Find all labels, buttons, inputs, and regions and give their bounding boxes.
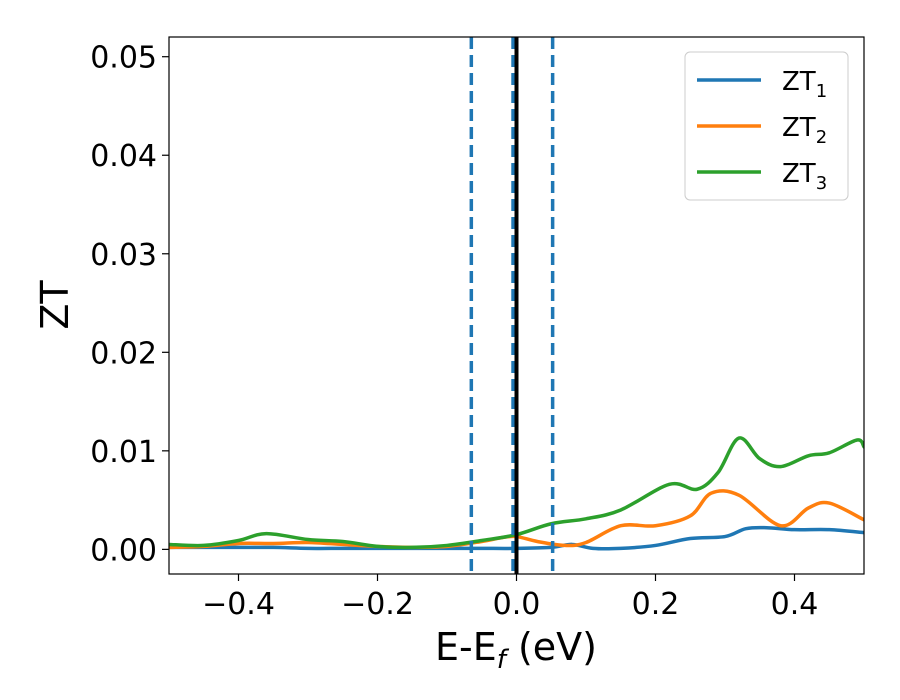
legend-box bbox=[684, 51, 849, 201]
x-tick-label: 0.0 bbox=[493, 587, 541, 622]
y-tick-label: 0.03 bbox=[90, 238, 157, 273]
y-axis: 0.00 0.01 0.02 0.03 0.04 0.05 bbox=[90, 41, 169, 568]
y-tick-label: 0.02 bbox=[90, 336, 157, 371]
legend-label-zt2: ZT2 bbox=[782, 113, 827, 148]
y-tick-label: 0.05 bbox=[90, 41, 157, 76]
x-tick-label: 0.2 bbox=[632, 587, 680, 622]
plot-area bbox=[169, 37, 864, 574]
x-axis-label: E-Ef (eV) bbox=[435, 625, 597, 675]
y-tick-label: 0.04 bbox=[90, 139, 157, 174]
legend: ZT1 ZT2 ZT3 bbox=[684, 51, 849, 201]
series-line-zt3 bbox=[169, 436, 864, 550]
series-line-zt2 bbox=[169, 489, 864, 550]
y-tick-label: 0.01 bbox=[90, 435, 157, 470]
y-tick-label: 0.00 bbox=[90, 533, 157, 568]
vline-layer bbox=[469, 37, 555, 574]
x-axis: −0.4 −0.2 0.0 0.2 0.4 bbox=[202, 574, 818, 622]
x-tick-label: −0.2 bbox=[341, 587, 414, 622]
y-axis-label: ZT bbox=[33, 280, 77, 330]
x-tick-label: 0.4 bbox=[771, 587, 819, 622]
x-tick-label: −0.4 bbox=[202, 587, 275, 622]
legend-label-zt3: ZT3 bbox=[782, 159, 827, 194]
legend-label-zt1: ZT1 bbox=[782, 67, 827, 102]
